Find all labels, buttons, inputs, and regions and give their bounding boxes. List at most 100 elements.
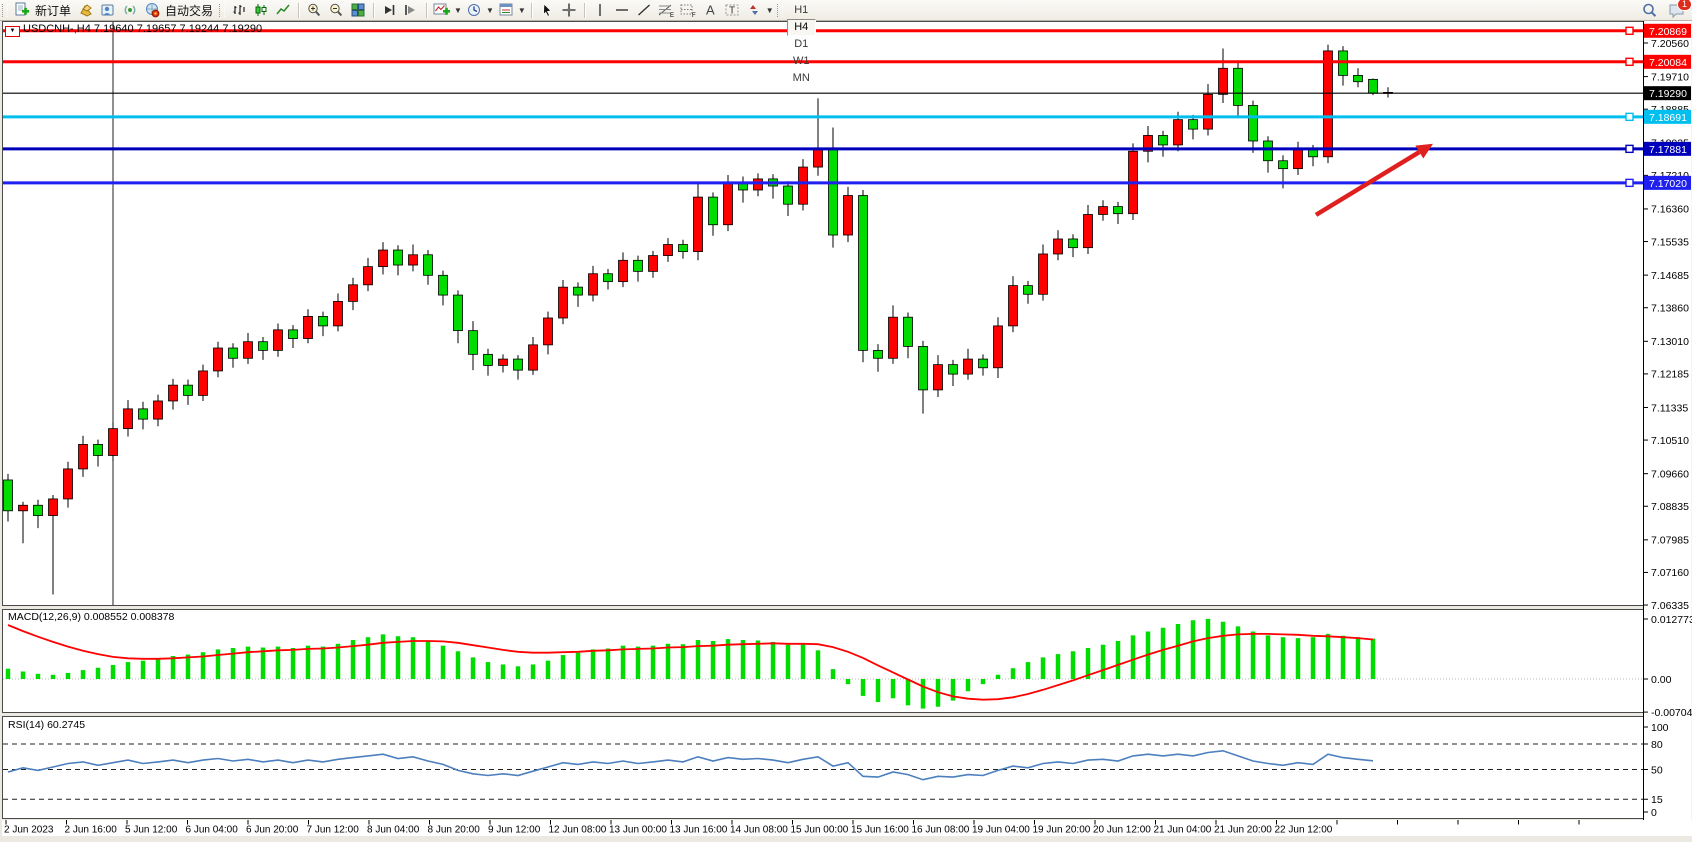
candle xyxy=(1143,135,1153,152)
timeframe-button-H1[interactable]: H1 xyxy=(794,3,809,16)
candle xyxy=(243,341,253,359)
time-tick-label: 8 Jun 20:00 xyxy=(428,825,481,836)
price-tick-label: 7.11335 xyxy=(1651,402,1688,414)
price-tick-label: 7.20560 xyxy=(1651,38,1689,50)
horizontal-line-icon[interactable] xyxy=(611,1,633,19)
line-handle[interactable] xyxy=(1625,57,1634,67)
price-tick-label: 7.10510 xyxy=(1651,435,1689,447)
macd-signal-line xyxy=(7,624,1374,701)
candlestick-chart-icon[interactable] xyxy=(250,1,272,19)
candle xyxy=(1353,74,1363,83)
candle xyxy=(483,353,493,366)
templates-dropdown-icon[interactable]: ▼ xyxy=(517,5,526,15)
timeframe-button-H4[interactable]: H4 xyxy=(786,18,816,36)
indicators-dropdown-icon[interactable]: ▼ xyxy=(454,5,462,15)
candle xyxy=(123,408,133,430)
text-icon[interactable]: A xyxy=(699,1,721,19)
templates-icon[interactable] xyxy=(495,1,517,19)
auto-trading-icon[interactable] xyxy=(141,1,163,19)
candle xyxy=(183,384,193,396)
trendline-icon[interactable] xyxy=(633,1,655,19)
time-tick-label: 19 Jun 20:00 xyxy=(1033,825,1091,836)
bar-chart-icon[interactable] xyxy=(228,1,250,19)
candle xyxy=(993,325,1003,369)
candle xyxy=(588,273,598,296)
time-tick-label: 12 Jun 08:00 xyxy=(549,825,607,836)
candle xyxy=(1323,50,1333,158)
trend-arrow-line[interactable] xyxy=(1314,150,1421,217)
price-badge-7.17881 xyxy=(1644,141,1691,156)
auto-scroll-icon[interactable] xyxy=(378,1,400,19)
periods-dropdown-icon[interactable]: ▼ xyxy=(485,5,494,15)
candle xyxy=(663,244,673,256)
chat-icon[interactable]: 1 xyxy=(1666,0,1692,19)
candle xyxy=(618,259,628,283)
chart-menu-toggle[interactable]: ▼ xyxy=(5,26,20,37)
arrows-dropdown-icon[interactable]: ▼ xyxy=(765,5,774,15)
data-window-icon[interactable] xyxy=(97,1,119,19)
candle xyxy=(438,274,448,296)
zoom-out-icon[interactable] xyxy=(325,1,347,19)
rsi-panel[interactable] xyxy=(2,716,1644,819)
svg-text:T: T xyxy=(729,6,735,17)
candle xyxy=(753,178,763,191)
price-tick-label: 7.16360 xyxy=(1651,204,1689,216)
candle xyxy=(1068,238,1078,249)
market-watch-icon[interactable] xyxy=(75,1,97,19)
time-tick-label: 20 Jun 12:00 xyxy=(1093,825,1151,836)
tile-windows-icon[interactable] xyxy=(347,1,369,19)
time-tick-label: 9 Jun 12:00 xyxy=(488,825,541,836)
candle xyxy=(378,249,388,268)
indicators-icon[interactable] xyxy=(431,1,453,19)
new-order-icon[interactable] xyxy=(11,1,33,19)
line-handle[interactable] xyxy=(1625,178,1634,188)
text-label-icon[interactable]: T xyxy=(721,1,743,19)
signal-icon[interactable] xyxy=(119,1,141,19)
candle xyxy=(318,316,328,327)
price-badge-7.20869 xyxy=(1644,23,1691,38)
zoom-in-icon[interactable] xyxy=(303,1,325,19)
candle xyxy=(1083,214,1093,249)
shift-chart-icon[interactable] xyxy=(400,1,422,19)
trend-arrow-head[interactable] xyxy=(1415,143,1433,159)
cursor-icon[interactable] xyxy=(536,1,558,19)
time-tick-label: 15 Jun 16:00 xyxy=(851,825,909,836)
candle xyxy=(978,358,988,369)
timeframe-button-W1[interactable]: W1 xyxy=(792,54,810,67)
search-icon[interactable] xyxy=(1638,1,1660,19)
toolbar-grip[interactable] xyxy=(776,3,783,17)
candle xyxy=(963,358,973,375)
new-order-label[interactable]: 新订单 xyxy=(35,3,72,18)
fibonacci-icon[interactable]: E xyxy=(655,1,677,19)
periods-icon[interactable] xyxy=(463,1,485,19)
timeframe-button-D1[interactable]: D1 xyxy=(794,37,809,50)
notification-badge[interactable]: 1 xyxy=(1677,0,1692,11)
line-handle[interactable] xyxy=(1625,26,1634,35)
candle xyxy=(1293,149,1303,170)
arrows-icon[interactable] xyxy=(743,1,765,19)
main-chart-panel[interactable] xyxy=(2,21,1644,606)
toolbar-grip[interactable] xyxy=(2,3,8,17)
grid-icon[interactable]: F xyxy=(677,1,699,19)
toolbar-grip[interactable] xyxy=(219,3,226,17)
line-handle[interactable] xyxy=(1625,144,1634,154)
price-axis-area[interactable] xyxy=(1643,21,1692,836)
candle xyxy=(828,147,838,236)
auto-trading-label[interactable]: 自动交易 xyxy=(165,3,214,18)
vertical-line-icon[interactable] xyxy=(589,1,611,19)
time-axis-area[interactable] xyxy=(2,820,1692,836)
candle xyxy=(633,259,643,272)
price-tick-label: 7.09660 xyxy=(1651,468,1689,480)
candle xyxy=(723,183,733,226)
crosshair-icon[interactable] xyxy=(558,1,580,19)
macd-indicator-label: MACD(12,26,9) 0.008552 0.008378 xyxy=(8,611,175,623)
time-tick-label: 2 Jun 16:00 xyxy=(65,825,118,836)
line-handle[interactable] xyxy=(1625,112,1634,122)
candle xyxy=(1233,67,1243,106)
candle xyxy=(363,266,373,286)
line-chart-icon[interactable] xyxy=(272,1,294,19)
timeframe-button-MN[interactable]: MN xyxy=(792,71,810,84)
candle xyxy=(258,341,268,351)
candle xyxy=(423,254,433,276)
